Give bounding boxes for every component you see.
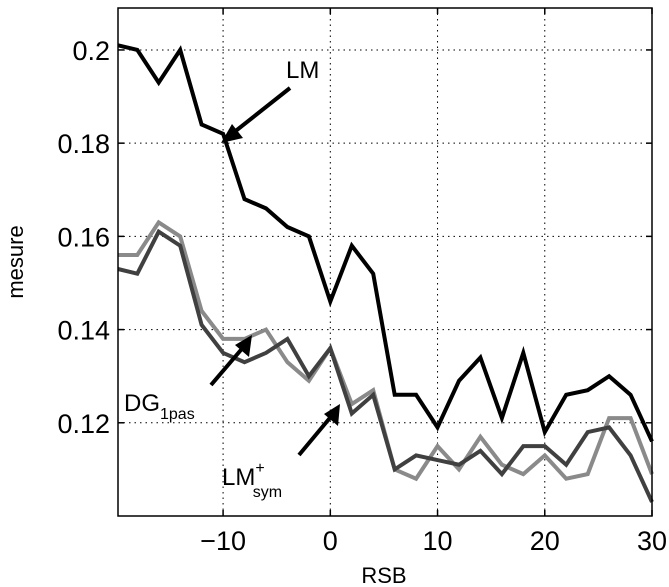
annotation-lmsym-superscript: + [255,460,264,477]
annotation-dg-subscript: 1pas [160,406,195,423]
annotation-lmsym-label: LM+ sym [222,460,282,501]
series-lines [117,43,654,503]
series-line-dg1pas [117,228,654,503]
annotation-lmsym-arrow [297,404,340,457]
x-tick-label: 0 [323,526,338,556]
y-tick-label: 0.2 [72,36,110,66]
series-line-lm [117,43,654,443]
y-tick-label: 0.12 [57,409,110,439]
axis-ticks: −10 0 10 20 30 0.12 0.14 0.16 0.18 0.2 [57,8,667,556]
annotations: LM DG1pas LM+ sym [124,57,340,501]
annotation-dg1pas-arrow [209,335,252,387]
annotation-lm-label: LM [286,57,319,84]
annotation-lm-text: LM [286,57,319,84]
plot-frame [117,7,653,517]
annotation-dg1pas-label: DG1pas [124,390,195,423]
x-tick-label: 30 [637,526,667,556]
annotation-lmsym-text: LM [222,464,255,491]
annotation-lmsym-subscript: sym [253,484,282,501]
annotation-dg-text: DG [124,390,160,417]
x-axis-label: RSB [361,563,406,587]
x-tick-label: 20 [530,526,560,556]
x-tick-label: −10 [200,526,246,556]
annotation-lm-arrow [221,86,292,143]
x-tick-label: 10 [423,526,453,556]
y-tick-label: 0.14 [57,316,110,346]
y-axis-label: mesure [3,225,28,298]
y-tick-label: 0.18 [57,129,110,159]
y-tick-label: 0.16 [57,222,110,252]
